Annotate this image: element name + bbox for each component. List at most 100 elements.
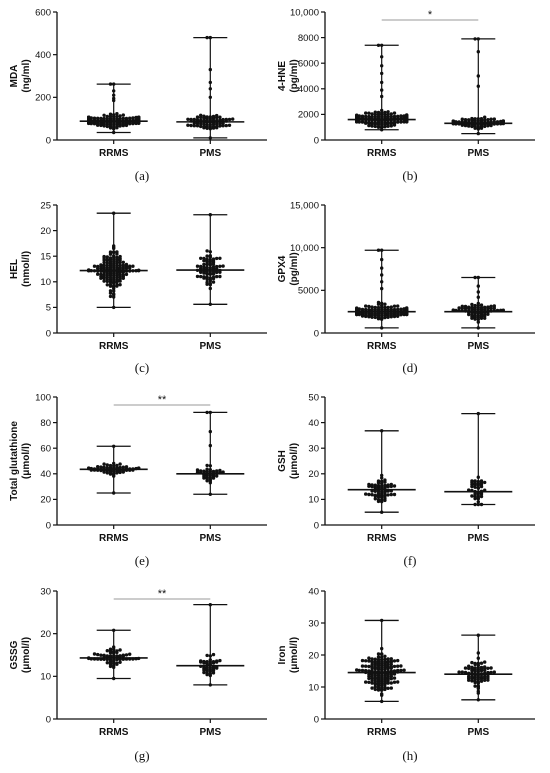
data-point xyxy=(473,661,477,666)
data-point xyxy=(105,654,110,658)
data-point xyxy=(105,261,110,265)
data-point xyxy=(402,307,406,311)
data-point xyxy=(102,254,106,259)
data-point xyxy=(128,116,132,120)
data-point xyxy=(389,681,393,685)
data-point xyxy=(386,657,390,661)
data-point xyxy=(121,116,126,121)
data-point xyxy=(205,254,209,258)
y-tick-label: 10 xyxy=(40,672,51,683)
data-point xyxy=(115,649,119,653)
data-point xyxy=(118,283,122,287)
data-point xyxy=(399,114,403,118)
data-point xyxy=(396,668,400,673)
data-point xyxy=(124,116,129,121)
data-point xyxy=(386,112,390,117)
data-point xyxy=(470,660,474,665)
data-point xyxy=(460,304,464,308)
y-tick-label: 30 xyxy=(308,444,319,455)
y-tick-label: 0 xyxy=(314,520,319,531)
data-point xyxy=(128,652,132,656)
data-point xyxy=(108,463,113,468)
y-tick-label: 8000 xyxy=(298,33,319,44)
data-point xyxy=(115,283,119,287)
data-point xyxy=(118,263,122,267)
data-point xyxy=(131,264,135,268)
data-point xyxy=(489,117,493,121)
data-point xyxy=(96,116,100,121)
x-tick-label: RRMS xyxy=(367,341,397,352)
data-point xyxy=(479,303,484,307)
data-point xyxy=(392,111,397,115)
data-point xyxy=(195,468,200,472)
data-point xyxy=(392,492,397,497)
data-point xyxy=(479,675,484,679)
data-point xyxy=(370,305,374,309)
data-point xyxy=(205,653,209,658)
y-tick-label: 20 xyxy=(308,469,319,480)
data-point xyxy=(99,272,103,277)
data-point xyxy=(367,656,371,660)
data-point xyxy=(399,668,403,673)
data-point xyxy=(483,674,487,679)
y-axis-label-line: (μmol/l) xyxy=(289,443,300,479)
data-point xyxy=(202,114,206,118)
data-point xyxy=(121,653,126,657)
data-point xyxy=(492,117,496,121)
data-point xyxy=(205,671,209,675)
data-point xyxy=(195,124,200,128)
data-point xyxy=(357,307,361,311)
data-point xyxy=(118,465,122,470)
data-point xyxy=(115,654,119,658)
data-point xyxy=(467,118,471,122)
x-tick-label: PMS xyxy=(199,341,221,352)
data-point xyxy=(189,117,193,122)
y-tick-label: 0 xyxy=(46,714,51,725)
data-point xyxy=(199,469,203,473)
data-point xyxy=(218,115,222,119)
y-tick-label: 20 xyxy=(40,629,51,640)
data-point xyxy=(386,483,390,487)
data-point xyxy=(383,685,387,689)
data-point xyxy=(195,115,200,119)
data-point xyxy=(489,670,493,675)
data-point xyxy=(396,307,400,312)
data-point xyxy=(124,653,129,657)
data-point xyxy=(470,679,474,683)
data-point xyxy=(118,266,122,270)
data-point xyxy=(360,114,365,118)
data-point xyxy=(470,665,474,669)
data-point xyxy=(195,274,200,279)
data-point xyxy=(367,308,371,312)
data-point xyxy=(463,670,468,675)
data-point xyxy=(118,254,122,259)
y-tick-label: 80 xyxy=(40,418,51,429)
data-point xyxy=(370,115,374,119)
data-point xyxy=(373,659,377,664)
data-point xyxy=(105,661,110,665)
data-point xyxy=(108,647,113,651)
data-point xyxy=(457,306,461,310)
data-point xyxy=(205,115,209,119)
x-tick-label: RRMS xyxy=(367,148,397,159)
y-tick-label: 0 xyxy=(46,135,51,146)
y-axis-label-line: Total glutathione xyxy=(9,421,20,501)
y-axis-label-line: (nmol/l) xyxy=(21,251,32,287)
data-point xyxy=(386,493,390,497)
data-point xyxy=(195,118,200,122)
data-point xyxy=(383,302,387,306)
data-point xyxy=(386,305,390,310)
data-point xyxy=(389,120,393,125)
data-point xyxy=(392,307,397,312)
data-point xyxy=(483,118,487,122)
data-point xyxy=(205,660,209,664)
panel-label: (c) xyxy=(135,360,149,375)
y-tick-label: 30 xyxy=(40,586,51,597)
data-point xyxy=(215,469,219,473)
data-point xyxy=(389,657,393,661)
data-point xyxy=(118,117,122,121)
data-point xyxy=(105,649,110,653)
data-point xyxy=(479,665,484,670)
data-point xyxy=(131,116,135,120)
